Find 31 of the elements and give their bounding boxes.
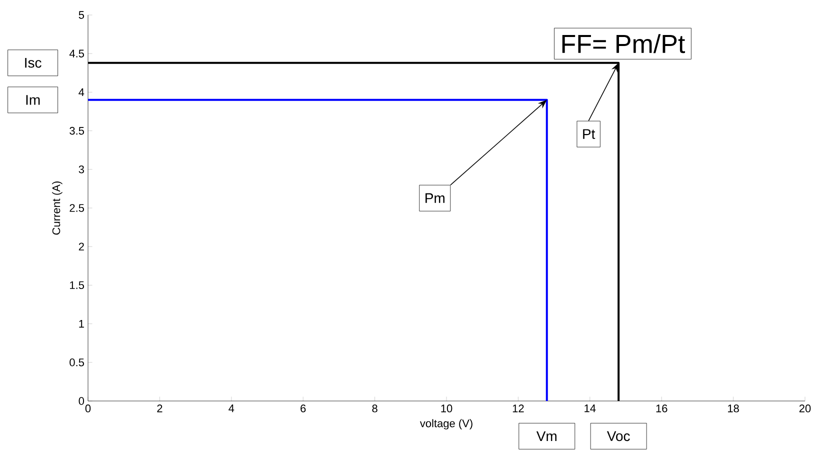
x-tick-label: 0 (85, 404, 91, 412)
y-tick-label: 0 (78, 397, 84, 405)
y-tick-label: 2.5 (70, 204, 84, 212)
x-tick-label: 12 (512, 404, 524, 412)
text: Vm (536, 431, 556, 441)
text: Im (26, 95, 40, 105)
x-tick-label: 10 (441, 404, 452, 412)
y-tick-label: 2 (78, 242, 84, 250)
text: Voc (606, 431, 630, 442)
annotation: Pt (583, 129, 596, 139)
y-tick-label: 3 (78, 166, 84, 174)
x-tick-label: 4 (228, 404, 234, 412)
x-tick-label: 6 (300, 404, 306, 412)
y-axis-title: Current (A) (52, 181, 62, 235)
x-axis-title: voltage (V) (420, 419, 472, 430)
y-tick-label: 4 (78, 88, 84, 96)
x-tick-label: 18 (728, 404, 739, 412)
annotation: FF= Pm/Pt (562, 34, 686, 54)
x-tick-label: 20 (799, 404, 811, 412)
y-tick-label: 0.5 (70, 358, 84, 366)
x-tick-label: 2 (157, 404, 162, 412)
x-tick-label: 8 (372, 404, 378, 412)
y-tick-label: 5 (78, 11, 84, 19)
x-tick-label: 16 (656, 404, 668, 412)
y-tick-label: 1.5 (70, 281, 84, 290)
text: Isc (25, 58, 42, 68)
y-tick-label: 4.5 (69, 50, 84, 58)
x-tick-label: 14 (584, 404, 596, 412)
y-tick-label: 1 (79, 320, 84, 328)
annotation: Pm (426, 193, 444, 203)
y-tick-label: 3.5 (70, 126, 84, 135)
